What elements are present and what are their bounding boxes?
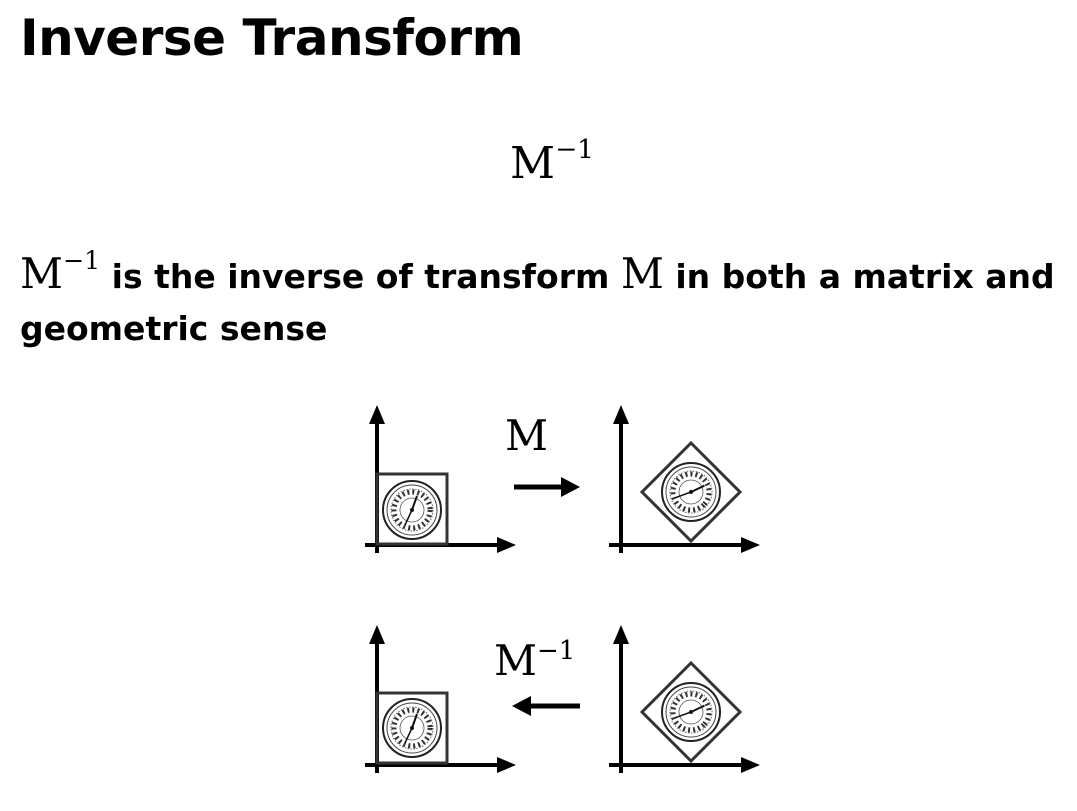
bottom-left-frame [363, 623, 518, 775]
clock-icon [650, 451, 732, 533]
formula-exponent: −1 [555, 134, 594, 166]
arrow-left-icon [512, 696, 580, 716]
forward-transform-label: M [505, 411, 548, 460]
page-title: Inverse Transform [20, 9, 524, 67]
top-right-frame [607, 403, 762, 555]
description-inverse-symbol: M−1 [20, 246, 101, 298]
top-left-frame [363, 403, 518, 555]
inverse-transform-label: M−1 [494, 636, 575, 685]
description-part2: in both a matrix and geometric sense [20, 257, 1055, 348]
description-part1: is the inverse of transform [100, 257, 621, 296]
formula-base: M [510, 138, 556, 189]
description-text: M−1 is the inverse of transform M in bot… [20, 248, 1060, 355]
clock-icon [383, 699, 441, 757]
description-matrix-symbol: M [620, 249, 664, 298]
bottom-right-frame [607, 623, 762, 775]
clock-icon [383, 481, 441, 539]
arrow-right-icon [514, 477, 580, 497]
inverse-formula: M−1 [510, 137, 594, 189]
clock-icon [650, 671, 732, 753]
